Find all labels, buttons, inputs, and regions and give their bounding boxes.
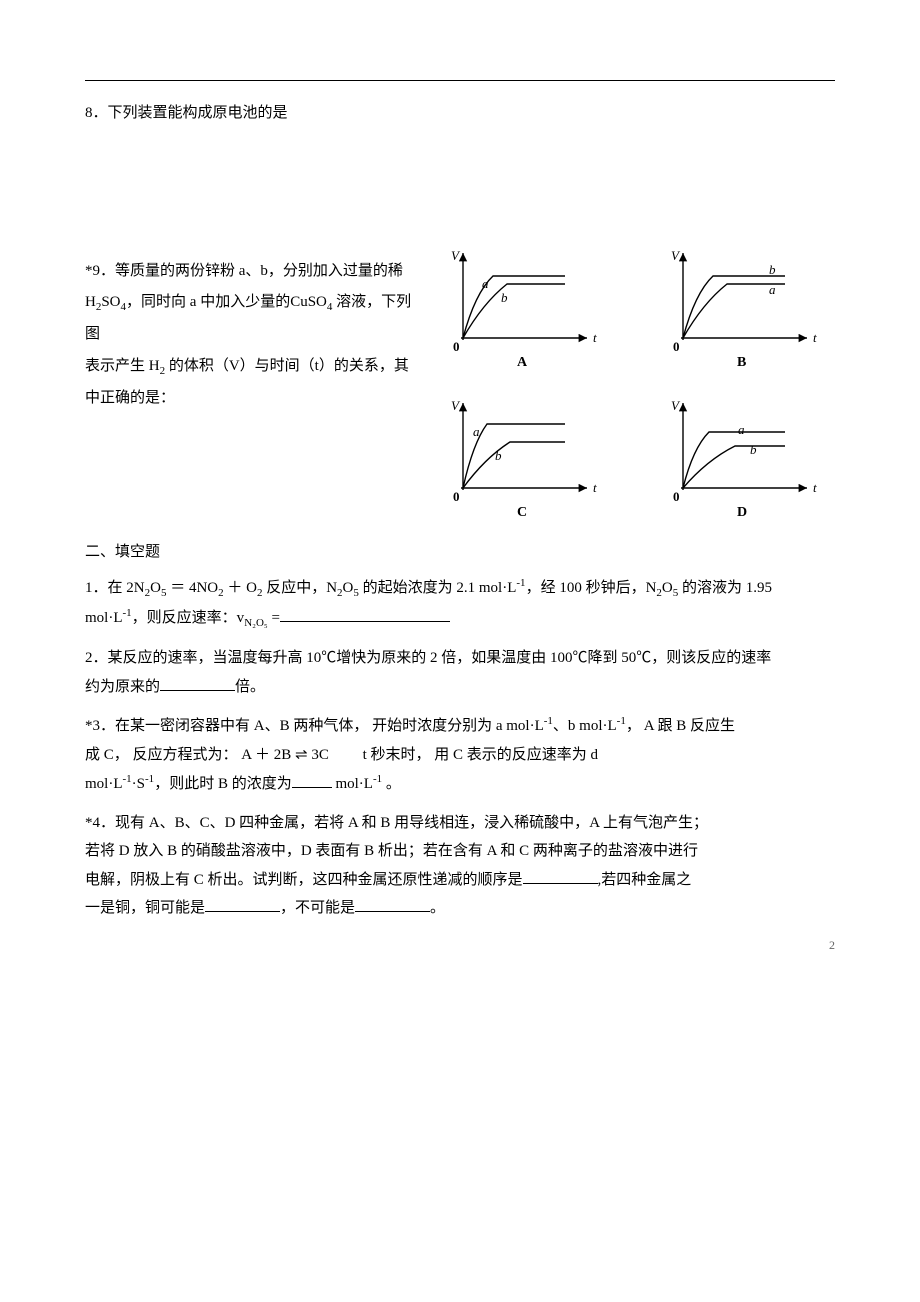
svg-text:0: 0 xyxy=(453,339,460,354)
fq4-3b: ,若四种金属之 xyxy=(598,872,692,888)
fill-q1: 1．在 2N2O5 ＝ 4NO2 ＋ O2 反应中，N2O5 的起始浓度为 2.… xyxy=(85,573,835,635)
svg-text:0: 0 xyxy=(453,489,460,504)
svg-text:V: V xyxy=(671,248,681,263)
fill-q4: *4．现有 A、B、C、D 四种金属，若将 A 和 B 用导线相连，浸入稀硫酸中… xyxy=(85,809,835,923)
fq1-7: 的起始浓度为 2.1 mol·L xyxy=(359,580,517,596)
question-9-text: *9．等质量的两份锌粉 a、b，分别加入过量的稀 H2SO4，同时向 a 中加入… xyxy=(85,248,420,415)
fq1-9: O xyxy=(662,580,673,596)
q9-l3-rest: 的体积（V）与时间（t）的关系，其 xyxy=(165,358,409,374)
page-number: 2 xyxy=(829,938,835,953)
fq2: 2．某反应的速率，当温度每升高 10℃增快为原来的 2 倍，如果温度由 100℃… xyxy=(85,650,771,666)
fq4-1: *4．现有 A、B、C、D 四种金属，若将 A 和 B 用导线相连，浸入稀硫酸中… xyxy=(85,815,708,831)
svg-text:a: a xyxy=(738,422,745,437)
fq3-1: *3．在某一密闭容器中有 A、B 两种气体， 开始时浓度分别为 a mol·L xyxy=(85,718,544,734)
svg-text:B: B xyxy=(737,355,746,370)
svg-text:D: D xyxy=(737,505,747,520)
fq1-l2-1: mol·L xyxy=(85,610,123,626)
q9-cuso: CuSO xyxy=(290,294,327,310)
blank-3 xyxy=(292,772,332,788)
fill-q3: *3．在某一密闭容器中有 A、B 两种气体， 开始时浓度分别为 a mol·L-… xyxy=(85,711,835,799)
fq4-4c: 。 xyxy=(430,900,445,916)
fq3-l3-3: ，则此时 B 的浓度为 xyxy=(154,776,292,792)
svg-text:a: a xyxy=(482,276,489,291)
fill-q2: 2．某反应的速率，当温度每升高 10℃增快为原来的 2 倍，如果温度由 100℃… xyxy=(85,644,835,701)
fq1-2: O xyxy=(150,580,161,596)
q9-l3: 表示产生 H xyxy=(85,358,160,374)
svg-text:V: V xyxy=(451,398,461,413)
fq3-l2: 成 C， 反应方程式为： A ＋ 2B xyxy=(85,747,295,763)
section-2-heading: 二、填空题 xyxy=(85,540,835,561)
fq2-l2-1: 约为原来的 xyxy=(85,679,160,695)
fq1-l2-sub: N₂O₅ xyxy=(244,617,268,629)
blank-4 xyxy=(523,868,598,884)
fq3-l2b: 3C t 秒末时， 用 C 表示的反应速率为 d xyxy=(308,747,598,763)
fq4-4a: 一是铜，铜可能是 xyxy=(85,900,205,916)
svg-text:t: t xyxy=(593,480,597,495)
blank-2 xyxy=(160,675,235,691)
svg-text:a: a xyxy=(473,424,480,439)
svg-text:A: A xyxy=(517,355,528,370)
fq3-2: 、b mol·L xyxy=(553,718,617,734)
fq1-l2-2: ，则反应速率：v xyxy=(132,610,245,626)
fq1-10: 的溶液为 1.95 xyxy=(678,580,772,596)
fq4-2: 若将 D 放入 B 的硝酸盐溶液中，D 表面有 B 析出；若在含有 A 和 C … xyxy=(85,843,698,859)
chart-b: V t 0 b a B xyxy=(655,248,835,378)
charts-grid: V t 0 a b A V t 0 b a B xyxy=(435,248,835,528)
svg-text:t: t xyxy=(813,330,817,345)
svg-text:t: t xyxy=(593,330,597,345)
svg-text:C: C xyxy=(517,505,527,520)
q9-so: SO xyxy=(101,294,120,310)
chart-c: V t 0 a b C xyxy=(435,398,615,528)
fq3-3: ， A 跟 B 反应生 xyxy=(626,718,735,734)
blank-5 xyxy=(205,896,280,912)
fq3-l3-5: 。 xyxy=(382,776,401,792)
svg-text:b: b xyxy=(495,448,502,463)
svg-text:0: 0 xyxy=(673,489,680,504)
fq1-5: 反应中，N xyxy=(262,580,337,596)
fq1-eq: = xyxy=(268,610,280,626)
svg-text:V: V xyxy=(671,398,681,413)
fq2-l2-2: 倍。 xyxy=(235,679,265,695)
q9-prefix: *9．等质量的两份锌粉 a、b xyxy=(85,263,268,279)
svg-text:b: b xyxy=(750,442,757,457)
svg-text:b: b xyxy=(501,290,508,305)
fq1-1: 1．在 2N xyxy=(85,580,145,596)
fq4-4b: ，不可能是 xyxy=(280,900,355,916)
q9-l2-4: ，同时向 a 中加入少量的 xyxy=(126,294,290,310)
svg-text:0: 0 xyxy=(673,339,680,354)
fq3-l3-2: ·S xyxy=(132,776,145,792)
fq1-3: ＝ 4NO xyxy=(166,580,218,596)
fq3-l3-1: mol·L xyxy=(85,776,123,792)
chart-d: V t 0 a b D xyxy=(655,398,835,528)
svg-text:a: a xyxy=(769,282,776,297)
fq1-6: O xyxy=(343,580,354,596)
fq1-8: ，经 100 秒钟后，N xyxy=(526,580,657,596)
svg-text:b: b xyxy=(769,262,776,277)
fq1-4: ＋ O xyxy=(224,580,257,596)
fq4-3a: 电解，阴极上有 C 析出。试判断，这四种金属还原性递减的顺序是 xyxy=(85,872,523,888)
svg-text:V: V xyxy=(451,248,461,263)
question-8: 8．下列装置能构成原电池的是 xyxy=(85,99,835,128)
svg-text:t: t xyxy=(813,480,817,495)
chart-a: V t 0 a b A xyxy=(435,248,615,378)
q9-l2-1: ，分别加入过量的稀 xyxy=(268,263,403,279)
blank-1 xyxy=(280,606,450,622)
question-9: *9．等质量的两份锌粉 a、b，分别加入过量的稀 H2SO4，同时向 a 中加入… xyxy=(85,248,835,528)
fq3-l3-4: mol·L xyxy=(332,776,373,792)
q9-l4: 中正确的是： xyxy=(85,390,175,406)
equilibrium-arrow: ⇌ xyxy=(295,747,308,763)
q9-h2so4-h: H xyxy=(85,294,96,310)
blank-6 xyxy=(355,896,430,912)
